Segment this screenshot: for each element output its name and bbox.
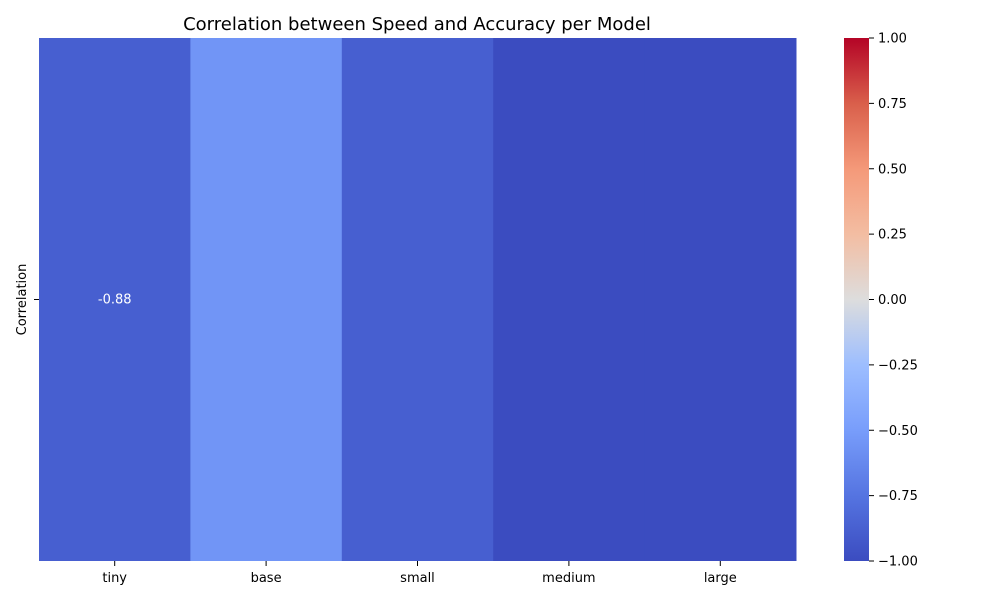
- x-tick-label: base: [251, 571, 282, 586]
- colorbar-tick-label: −0.75: [878, 489, 918, 504]
- cell-annotation: -0.88: [98, 293, 132, 308]
- x-tick-label: small: [400, 571, 435, 586]
- colorbar-tick-label: −0.25: [878, 358, 918, 373]
- colorbar-tick-label: −0.50: [878, 424, 918, 439]
- colorbar-tick-label: −1.00: [878, 555, 918, 570]
- x-axis: tiny base small medium large: [102, 561, 737, 586]
- heatmap-cell-tiny: [39, 38, 191, 561]
- y-tick-label: Correlation: [15, 264, 30, 336]
- colorbar-tick-label: 0.25: [878, 228, 907, 243]
- heatmap-cell-base: [190, 38, 343, 561]
- chart-title: Correlation between Speed and Accuracy p…: [183, 14, 651, 35]
- heatmap-cell-medium: [493, 38, 646, 561]
- x-tick-label: large: [704, 571, 737, 586]
- colorbar-gradient: [844, 38, 869, 561]
- heatmap-cells: [39, 38, 797, 561]
- colorbar-tick-label: 1.00: [878, 32, 907, 47]
- x-tick-label: tiny: [102, 571, 127, 586]
- colorbar-tick-label: 0.00: [878, 293, 907, 308]
- colorbar-tick-label: 0.50: [878, 162, 907, 177]
- colorbar: 1.00 0.75 0.50 0.25 0.00 −0.25 −0.50 −0.75 −1.00: [844, 32, 918, 570]
- colorbar-tick-label: 0.75: [878, 97, 907, 112]
- y-axis: Correlation: [15, 264, 39, 336]
- cell-annotations: -0.88: [98, 293, 132, 308]
- heatmap-cell-large: [644, 38, 797, 561]
- heatmap-cell-small: [341, 38, 494, 561]
- x-tick-label: medium: [542, 571, 595, 586]
